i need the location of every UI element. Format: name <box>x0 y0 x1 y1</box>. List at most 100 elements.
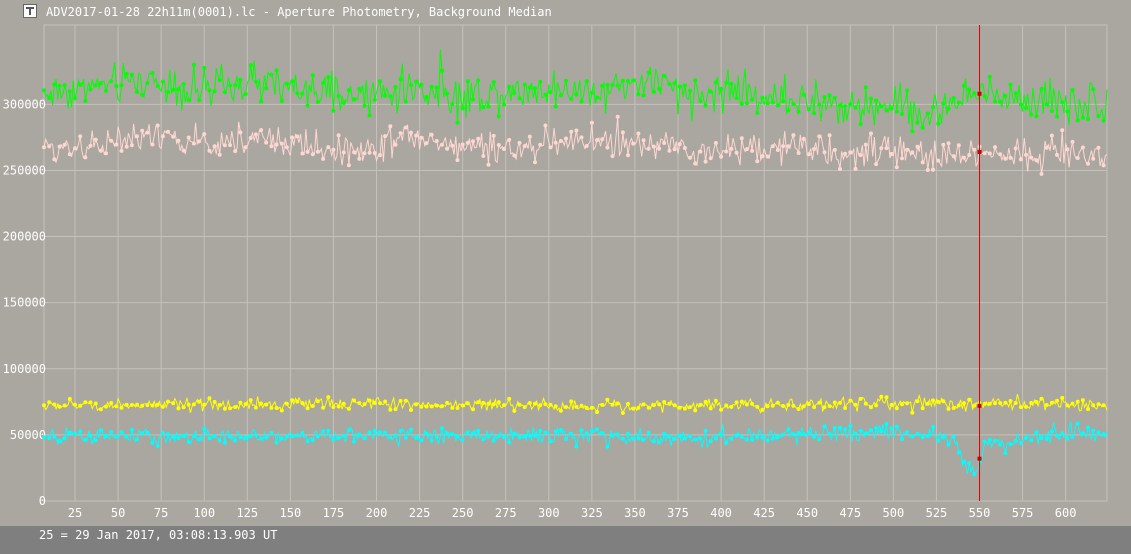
data-point <box>729 436 734 441</box>
data-point <box>755 110 760 115</box>
data-point <box>791 432 796 437</box>
data-point <box>57 404 62 409</box>
data-point <box>52 82 57 87</box>
data-point <box>786 402 791 407</box>
cursor-layer[interactable] <box>977 25 982 501</box>
data-point <box>584 406 589 410</box>
data-point <box>336 404 341 409</box>
data-point <box>941 101 946 106</box>
data-point <box>388 94 393 99</box>
data-point <box>946 106 951 111</box>
data-point <box>615 401 620 406</box>
data-point <box>1008 155 1013 160</box>
data-point <box>998 442 1003 447</box>
data-point <box>548 402 553 407</box>
x-tick-label: 200 <box>366 506 388 520</box>
data-point <box>574 92 579 97</box>
data-point <box>967 153 972 157</box>
data-point <box>641 138 646 143</box>
data-point <box>284 145 289 150</box>
data-point <box>135 402 139 407</box>
data-point <box>677 142 682 147</box>
data-point <box>698 436 703 441</box>
data-point <box>910 434 915 439</box>
data-point <box>388 124 393 129</box>
data-point <box>1080 145 1085 150</box>
data-point <box>941 399 946 404</box>
data-point <box>109 401 114 405</box>
data-point <box>310 152 315 157</box>
data-point <box>610 433 615 438</box>
data-point <box>595 138 599 143</box>
data-point <box>708 156 713 161</box>
data-point <box>341 401 346 406</box>
x-tick-label: 575 <box>1012 506 1034 520</box>
data-point <box>982 151 987 156</box>
data-point <box>620 436 625 441</box>
window-title: ADV2017-01-28 22h11m(0001).lc - Aperture… <box>46 5 552 19</box>
data-point <box>548 439 553 444</box>
data-point <box>321 405 326 410</box>
data-point <box>708 439 713 444</box>
data-point <box>269 430 274 435</box>
data-point <box>388 407 393 412</box>
data-point <box>238 130 243 135</box>
data-point <box>67 89 72 94</box>
data-point <box>1075 421 1080 426</box>
data-point <box>284 81 289 86</box>
data-point <box>688 155 693 160</box>
y-tick-label: 50000 <box>10 428 46 442</box>
data-point <box>672 437 677 441</box>
x-tick-label: 300 <box>538 506 560 520</box>
data-point <box>42 145 46 150</box>
data-point <box>315 434 320 439</box>
data-point <box>321 156 326 161</box>
data-point <box>1055 114 1059 119</box>
data-point <box>150 142 155 147</box>
data-point <box>160 430 165 435</box>
data-point <box>160 79 165 84</box>
data-point <box>993 401 997 406</box>
data-point <box>1034 114 1039 119</box>
data-point <box>915 431 920 436</box>
data-point <box>460 106 465 111</box>
data-point <box>626 153 630 158</box>
data-point <box>884 395 889 400</box>
data-point <box>1013 91 1018 96</box>
data-point <box>600 402 605 407</box>
data-point <box>765 438 770 443</box>
light-curve-chart[interactable]: 0 50000 100000 150000 200000 250000 300000 25 5… <box>0 0 1131 526</box>
data-point <box>791 403 796 408</box>
data-point <box>228 83 233 88</box>
data-point <box>910 410 915 415</box>
data-point <box>455 120 460 125</box>
data-point <box>543 430 548 435</box>
data-point <box>972 472 977 476</box>
data-point <box>527 85 532 90</box>
data-point <box>1101 432 1106 436</box>
data-point <box>98 407 103 412</box>
data-point <box>67 430 72 435</box>
data-point <box>140 403 145 408</box>
series-line <box>43 421 1108 476</box>
cursor-marker <box>977 149 982 154</box>
data-point <box>465 79 470 84</box>
data-point <box>672 81 677 86</box>
data-point <box>884 422 889 426</box>
data-point <box>476 400 481 405</box>
data-point <box>724 440 729 445</box>
data-point <box>806 107 811 112</box>
data-point <box>507 396 512 401</box>
data-point <box>1055 433 1059 438</box>
cursor-marker <box>977 403 982 408</box>
data-point <box>894 165 899 170</box>
data-point <box>450 143 455 148</box>
data-point <box>667 82 672 86</box>
data-point <box>119 83 124 88</box>
data-point <box>491 133 496 138</box>
data-point <box>140 92 145 97</box>
data-point <box>874 426 879 430</box>
data-point <box>378 153 382 158</box>
data-point <box>259 436 264 441</box>
data-point <box>987 151 992 156</box>
